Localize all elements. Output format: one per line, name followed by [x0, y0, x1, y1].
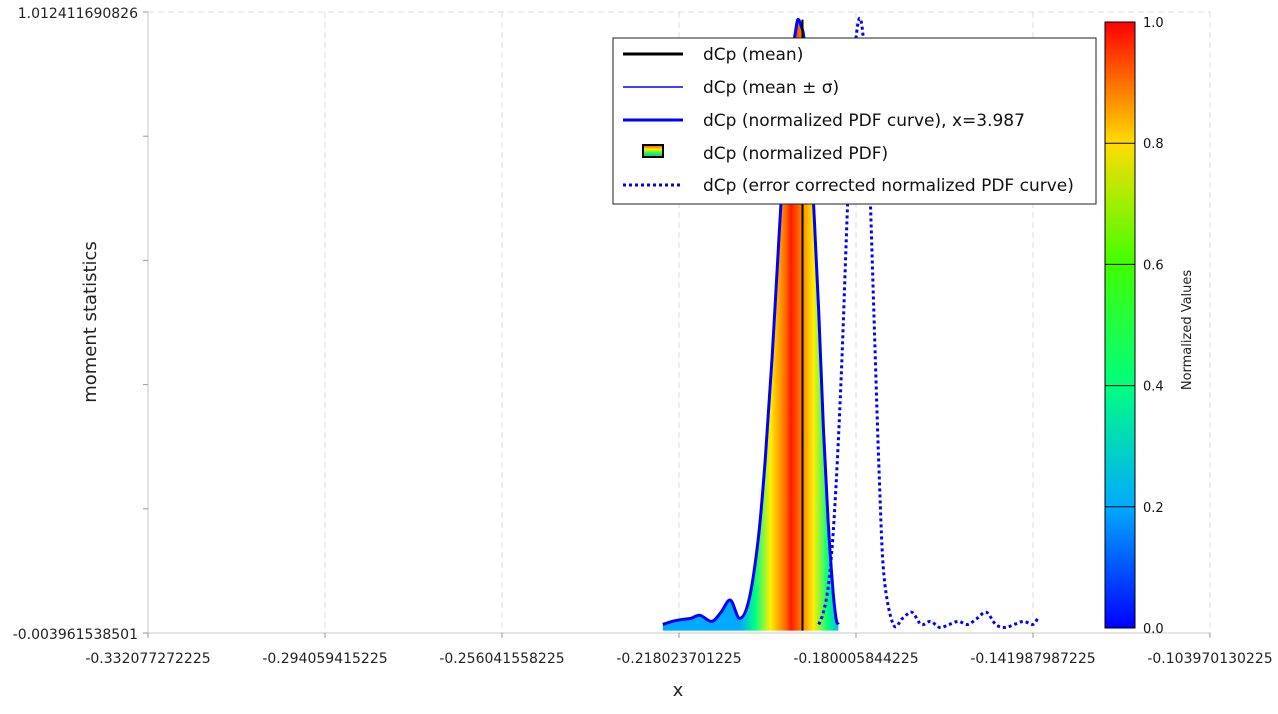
x-tick-label: -0.332077272225: [85, 651, 210, 667]
legend-label-error-corrected: dCp (error corrected normalized PDF curv…: [703, 176, 1074, 196]
colorbar-tick-label: 1.0: [1143, 16, 1164, 31]
x-axis-title: x: [673, 680, 684, 701]
y-tick-marks: [143, 11, 148, 634]
legend-label-pdf-curve: dCp (normalized PDF curve), x=3.987: [703, 111, 1025, 131]
legend-label-mean-sigma: dCp (mean ± σ): [703, 78, 839, 98]
legend: dCp (mean) dCp (mean ± σ) dCp (normalize…: [612, 37, 1097, 205]
error-corrected-pdf-curve: [817, 16, 1039, 630]
colorbar-tick-label: 0.8: [1143, 137, 1164, 152]
y-tick-labels: 1.012411690826 -0.003961538501: [13, 6, 138, 643]
x-tick-label: -0.103970130225: [1147, 651, 1272, 667]
y-axis-title: moment statistics: [80, 241, 101, 403]
legend-box: [612, 37, 1097, 205]
legend-label-pdf: dCp (normalized PDF): [703, 144, 888, 164]
colorbar-ticks: 0.0 0.2 0.4 0.6 0.8 1.0: [1105, 16, 1164, 637]
y-tick-label-max: 1.012411690826: [18, 6, 138, 22]
legend-swatch-pdf: [642, 144, 664, 158]
x-tick-label: -0.180005844225: [793, 651, 918, 667]
x-tick-label: -0.141987987225: [970, 651, 1095, 667]
x-tick-label: -0.256041558225: [439, 651, 564, 667]
colorbar-title: Normalized Values: [1180, 270, 1195, 391]
colorbar-tick-label: 0.2: [1143, 501, 1164, 516]
legend-label-mean: dCp (mean): [703, 45, 803, 65]
x-tick-label: -0.294059415225: [262, 651, 387, 667]
colorbar-gradient: [1104, 21, 1136, 629]
colorbar-tick-label: 0.4: [1143, 380, 1164, 395]
x-tick-label: -0.218023701225: [616, 651, 741, 667]
colorbar: 0.0 0.2 0.4 0.6 0.8 1.0 Normalized Values: [1104, 16, 1195, 637]
colorbar-tick-label: 0.6: [1143, 258, 1164, 273]
x-tick-labels: -0.332077272225 -0.294059415225 -0.2560415…: [85, 633, 1273, 667]
colorbar-tick-label: 0.0: [1143, 622, 1164, 637]
y-tick-label-min: -0.003961538501: [13, 627, 138, 643]
